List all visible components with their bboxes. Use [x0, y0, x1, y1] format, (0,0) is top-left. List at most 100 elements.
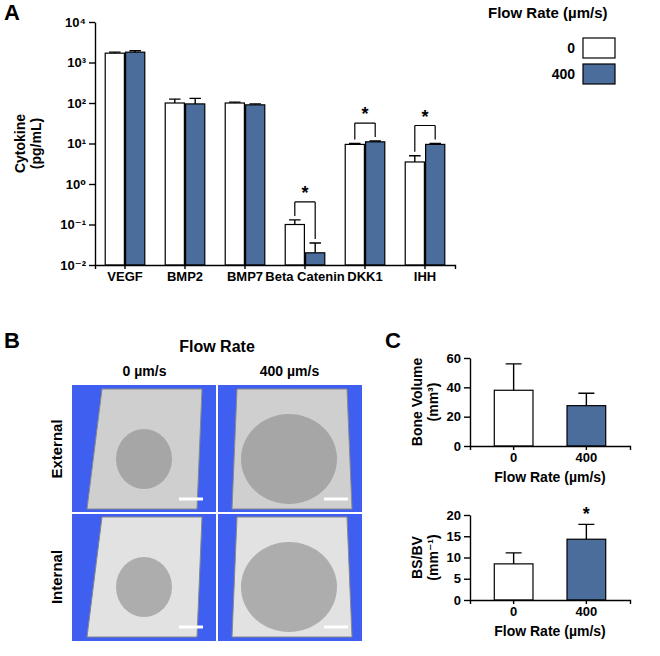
- significance-star: *: [421, 107, 428, 127]
- y-tick: 60: [447, 351, 470, 366]
- significance-bracket: [355, 123, 375, 139]
- bone-texture: [241, 414, 337, 504]
- error-bar: [578, 524, 594, 539]
- y-tick-label: 0: [454, 593, 461, 608]
- y-tick-mark: [464, 579, 470, 580]
- y-axis-line: [470, 359, 471, 447]
- y-tick-mark: [464, 446, 470, 447]
- y-tick-label: 10⁰: [66, 177, 86, 192]
- bar: [567, 539, 606, 600]
- panel-letter: C: [385, 328, 401, 353]
- error-bar: [109, 52, 120, 53]
- x-tick: 400: [576, 446, 598, 465]
- x-tick-label: 0: [510, 450, 517, 465]
- y-tick-mark: [464, 600, 470, 601]
- y-tick-label: 10⁻²: [60, 258, 86, 273]
- x-tick: DKK1: [347, 265, 382, 284]
- x-tick-label: DKK1: [347, 269, 382, 284]
- y-axis: 0 20 40 60: [447, 351, 471, 454]
- y-tick: 0: [454, 593, 470, 608]
- scale-bar: [324, 626, 348, 629]
- y-tick: 20: [447, 409, 470, 424]
- y-tick-label: 10⁻¹: [60, 217, 86, 232]
- x-axis: 0 400: [471, 446, 631, 465]
- error-bar: [309, 243, 320, 253]
- bar: [105, 53, 124, 265]
- image-grid: [72, 385, 362, 641]
- y-tick-mark: [89, 62, 95, 63]
- bone-render: [87, 389, 202, 509]
- y-tick-label: 60: [447, 351, 461, 366]
- x-tick-label: Beta Catenin: [265, 269, 345, 284]
- x-tick: 0: [510, 600, 517, 619]
- y-tick-label: 40: [447, 380, 461, 395]
- x-axis-line: [471, 601, 631, 605]
- image-dividers: [72, 385, 362, 641]
- error-bar: [578, 393, 594, 405]
- y-tick-mark: [464, 358, 470, 359]
- bar: [186, 104, 205, 265]
- y-tick-label: 10²: [67, 96, 86, 111]
- bar: [246, 105, 265, 265]
- bar: [494, 390, 533, 446]
- x-tick-label: BMP7: [227, 269, 263, 284]
- error-bar: [129, 51, 140, 52]
- error-bar: [409, 156, 420, 162]
- y-tick-label: 0: [454, 439, 461, 454]
- y-tick: 10⁴: [65, 15, 95, 30]
- x-tick: Beta Catenin: [265, 265, 345, 284]
- y-tick-mark: [464, 557, 470, 558]
- y-tick: 10³: [67, 55, 95, 70]
- y-axis-line: [470, 516, 471, 601]
- x-axis-title: Flow Rate (µm/s): [494, 623, 606, 639]
- error-bar: [506, 364, 522, 390]
- legend-label: 400: [552, 66, 576, 82]
- image-panel-title: Flow Rate: [179, 338, 255, 355]
- legend-label: 0: [567, 40, 575, 56]
- y-tick-mark: [89, 143, 95, 144]
- y-tick-mark: [464, 515, 470, 516]
- bar: [426, 144, 445, 265]
- row-label: External: [48, 419, 65, 478]
- y-tick: 0: [454, 439, 470, 454]
- bar: [165, 103, 184, 265]
- y-tick-label: 10: [447, 550, 461, 565]
- bar: [366, 142, 385, 265]
- y-tick-label: 10¹: [67, 136, 86, 151]
- scale-bar: [179, 498, 203, 501]
- y-axis: 05101520: [447, 508, 471, 608]
- y-tick-mark: [89, 103, 95, 104]
- scale-bar: [324, 498, 348, 501]
- bar: [405, 162, 424, 265]
- y-tick-label: 5: [454, 571, 461, 586]
- bone-texture: [241, 542, 337, 632]
- plot-area: [105, 51, 445, 265]
- panel-letter: B: [4, 328, 20, 353]
- error-bar: [429, 143, 440, 145]
- x-tick-label: BMP2: [167, 269, 203, 284]
- scale-bar: [179, 626, 203, 629]
- x-axis: VEGFBMP2BMP7Beta CateninDKK1IHH: [96, 265, 456, 284]
- legend: Flow Rate (µm/s) 0 400: [488, 4, 615, 84]
- x-tick: BMP7: [227, 265, 263, 284]
- bar: [345, 144, 364, 265]
- panel-letter: A: [4, 0, 20, 25]
- x-tick: 0: [510, 446, 517, 465]
- bar: [306, 253, 325, 265]
- x-axis-title: Flow Rate (µm/s): [494, 469, 606, 485]
- y-tick: 10¹: [67, 136, 95, 151]
- error-bar: [249, 103, 260, 105]
- significance-bracket: [415, 126, 435, 152]
- y-axis-line: [95, 23, 96, 266]
- y-tick-mark: [464, 536, 470, 537]
- legend-title: Flow Rate (µm/s): [488, 4, 608, 21]
- x-tick-label: VEGF: [107, 269, 142, 284]
- y-tick: 20: [447, 508, 470, 523]
- y-tick-mark: [89, 265, 95, 266]
- x-tick-label: 400: [576, 450, 598, 465]
- error-bar: [169, 99, 180, 103]
- error-bar: [289, 220, 300, 225]
- x-tick-label: 0: [510, 604, 517, 619]
- significance-bracket: [295, 202, 315, 239]
- x-tick: BMP2: [167, 265, 203, 284]
